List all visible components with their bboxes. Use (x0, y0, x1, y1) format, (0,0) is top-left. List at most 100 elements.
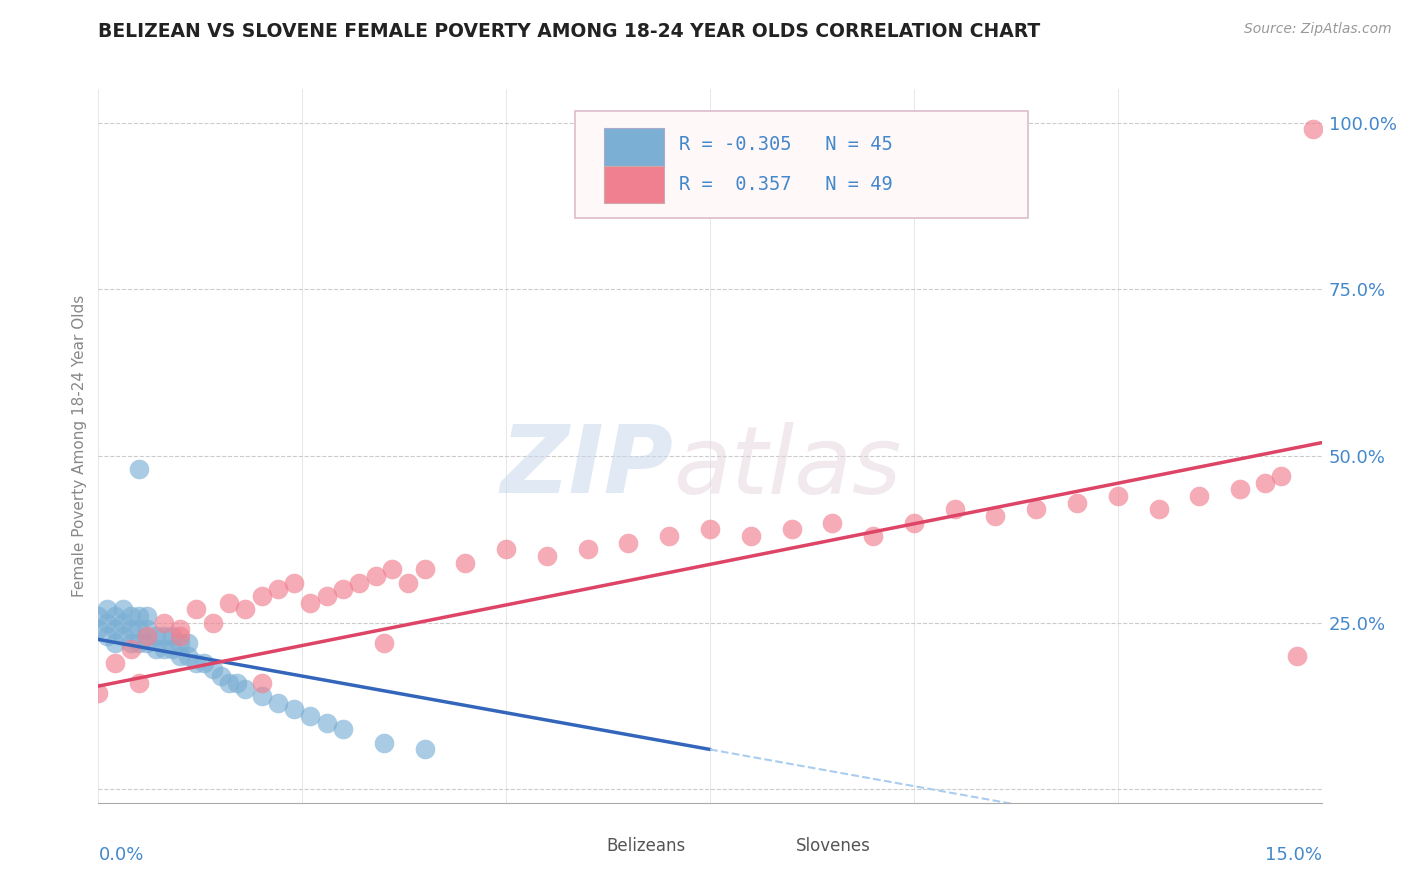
Text: BELIZEAN VS SLOVENE FEMALE POVERTY AMONG 18-24 YEAR OLDS CORRELATION CHART: BELIZEAN VS SLOVENE FEMALE POVERTY AMONG… (98, 22, 1040, 41)
Point (267, 696, 290, 710)
Point (373, 636, 395, 650)
Point (413, 562, 436, 576)
Point (283, 702, 305, 716)
Point (128, 609, 150, 624)
Point (120, 636, 142, 650)
Point (454, 556, 477, 570)
Point (1188, 489, 1211, 503)
Point (136, 623, 159, 637)
Point (96, 602, 118, 616)
Point (111, 629, 134, 643)
Point (332, 723, 354, 737)
Text: ZIP: ZIP (501, 421, 673, 514)
Point (349, 575, 371, 590)
Point (381, 562, 404, 576)
Point (364, 569, 387, 583)
Point (169, 649, 191, 664)
Point (740, 529, 762, 543)
FancyBboxPatch shape (603, 128, 664, 166)
Point (233, 682, 256, 697)
Point (332, 582, 354, 597)
Text: Source: ZipAtlas.com: Source: ZipAtlas.com (1244, 22, 1392, 37)
Point (218, 596, 240, 610)
Point (96, 629, 118, 643)
Point (233, 602, 256, 616)
Point (201, 662, 224, 676)
Text: atlas: atlas (673, 422, 901, 513)
Point (201, 615, 224, 630)
Point (1025, 502, 1047, 516)
Point (658, 529, 681, 543)
Point (120, 623, 142, 637)
Point (299, 596, 322, 610)
Point (250, 689, 273, 703)
Point (903, 516, 925, 530)
Point (1229, 483, 1251, 497)
Point (1107, 489, 1129, 503)
Point (617, 535, 640, 549)
Point (169, 636, 191, 650)
Point (177, 649, 200, 664)
FancyBboxPatch shape (555, 837, 600, 855)
Point (104, 656, 127, 670)
Point (413, 742, 436, 756)
Point (87, 623, 110, 637)
Text: Slovenes: Slovenes (796, 837, 870, 855)
Point (169, 629, 191, 643)
Point (1302, 122, 1324, 136)
Point (87, 609, 110, 624)
Text: Belizeans: Belizeans (606, 837, 685, 855)
Point (250, 589, 273, 603)
Point (984, 509, 1007, 524)
Point (373, 736, 395, 750)
Point (315, 589, 337, 603)
Point (186, 656, 208, 670)
Point (128, 623, 150, 637)
FancyBboxPatch shape (744, 837, 790, 855)
Point (495, 542, 517, 557)
Point (315, 715, 337, 730)
Point (152, 615, 174, 630)
Point (1286, 649, 1309, 664)
Point (136, 609, 159, 624)
Point (160, 629, 183, 643)
Point (160, 642, 183, 657)
Point (1066, 496, 1088, 510)
Point (145, 642, 167, 657)
FancyBboxPatch shape (575, 111, 1028, 218)
Point (1147, 502, 1170, 516)
Point (396, 575, 419, 590)
Point (218, 675, 240, 690)
Point (136, 629, 159, 643)
Point (821, 516, 844, 530)
Text: R =  0.357   N = 49: R = 0.357 N = 49 (679, 175, 893, 194)
Point (943, 502, 966, 516)
Point (283, 575, 305, 590)
Point (145, 629, 167, 643)
Point (120, 642, 142, 657)
Point (136, 636, 159, 650)
Point (862, 529, 884, 543)
Point (120, 609, 142, 624)
Point (576, 542, 599, 557)
Point (104, 609, 127, 624)
Text: R = -0.305   N = 45: R = -0.305 N = 45 (679, 136, 893, 154)
Point (177, 636, 200, 650)
Y-axis label: Female Poverty Among 18-24 Year Olds: Female Poverty Among 18-24 Year Olds (72, 295, 87, 597)
Point (104, 623, 127, 637)
Point (152, 629, 174, 643)
Point (169, 623, 191, 637)
Point (699, 522, 721, 536)
FancyBboxPatch shape (603, 166, 664, 203)
Text: 0.0%: 0.0% (98, 846, 143, 863)
Point (111, 615, 134, 630)
Point (87, 686, 110, 700)
Point (536, 549, 558, 563)
Point (152, 642, 174, 657)
Text: 15.0%: 15.0% (1264, 846, 1322, 863)
Point (1270, 469, 1292, 483)
Point (128, 636, 150, 650)
Point (96, 615, 118, 630)
Point (780, 522, 803, 536)
Point (186, 602, 208, 616)
